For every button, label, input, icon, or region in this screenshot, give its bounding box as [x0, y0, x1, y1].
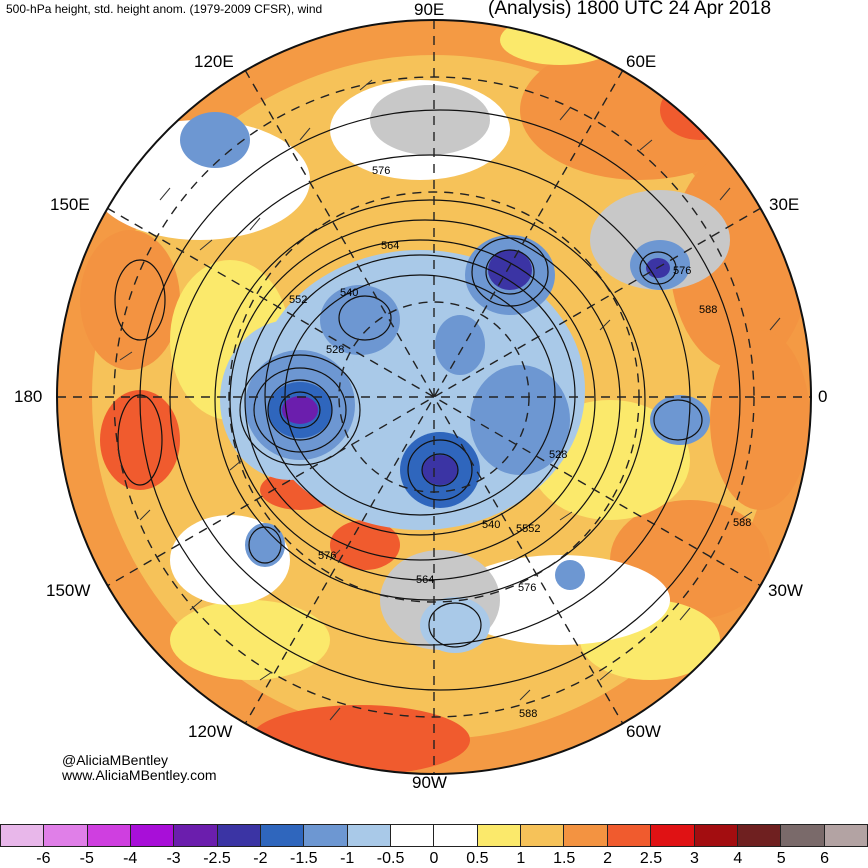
colorbar-tick-label: 6	[820, 850, 830, 867]
lon-label-120w: 120W	[188, 722, 233, 741]
wind-barbs	[119, 79, 781, 721]
colorbar-swatch	[391, 824, 435, 847]
credit-handle: @AliciaMBentley	[62, 752, 169, 768]
cool-anomaly-shading	[180, 112, 710, 653]
colorbar-tick-label: 0.5	[466, 850, 489, 867]
contour-label: 588	[699, 304, 718, 316]
colorbar-tick-label: -2	[253, 850, 268, 867]
contour-label: 540	[340, 287, 359, 299]
colorbar-tick-label: -5	[79, 850, 94, 867]
lon-label-150w: 150W	[46, 581, 91, 600]
colorbar-tick-label: 0	[429, 850, 439, 867]
colorbar-tick-label: 5	[776, 850, 786, 867]
colorbar-swatch	[737, 824, 782, 847]
contour-label: 528	[326, 344, 345, 356]
colorbar-swatch	[217, 824, 262, 847]
colorbar	[0, 824, 868, 849]
contour-label: 588	[519, 708, 538, 720]
graticule	[57, 20, 811, 774]
colorbar-tick-label: -0.5	[376, 850, 405, 867]
colorbar-swatch	[304, 824, 348, 847]
contour-label: 576	[372, 165, 391, 177]
lon-label-180: 180	[14, 387, 43, 406]
contour-label: 576	[518, 582, 537, 594]
colorbar-tick-label: -3	[166, 850, 181, 867]
contour-label: 564	[381, 240, 400, 252]
lon-label-90w: 90W	[412, 773, 447, 792]
colorbar-tick-label: -1	[340, 850, 355, 867]
colorbar-swatch	[694, 824, 738, 847]
colorbar-ticks: -6 -5 -4 -3 -2.5 -2 -1.5 -1 -0.5 0 0.5 1 1.5 2 2.5 3 4 5 6	[0, 850, 868, 867]
height-contours	[114, 109, 741, 691]
colorbar-swatch	[44, 824, 88, 847]
colorbar-swatch	[174, 824, 218, 847]
lon-label-0: 0	[818, 387, 828, 406]
colorbar-swatch	[564, 824, 608, 847]
credit-website: www.AliciaMBentley.com	[62, 767, 217, 783]
colorbar-tick-label: -2.5	[203, 850, 231, 867]
lon-label-120e: 120E	[194, 52, 234, 71]
lon-label-60w: 60W	[626, 722, 661, 741]
contour-label: 552	[289, 294, 308, 306]
colorbar-swatch	[347, 824, 392, 847]
colorbar-swatch	[261, 824, 305, 847]
contour-label: 576	[673, 265, 692, 277]
colorbar-tick-label: 3	[689, 850, 699, 867]
colorbar-swatch	[781, 824, 825, 847]
colorbar-tick-label: 1.5	[553, 850, 576, 867]
contour-label: 564	[416, 574, 435, 586]
colorbar-tick-label: -1.5	[290, 850, 318, 867]
colorbar-swatch	[521, 824, 565, 847]
neutral-anomaly-shading	[90, 80, 730, 650]
lon-label-60e: 60E	[626, 52, 657, 71]
colorbar-swatch	[477, 824, 522, 847]
colorbar-swatch	[607, 824, 652, 847]
colorbar-tick-label: 4	[733, 850, 743, 867]
map-title-left: 500-hPa height, std. height anom. (1979-…	[6, 2, 323, 16]
colorbar-tick-label: -6	[36, 850, 51, 867]
lon-label-30w: 30W	[768, 581, 803, 600]
colorbar-swatch	[131, 824, 175, 847]
contour-label: 588	[733, 517, 752, 529]
contour-label: 576	[318, 550, 337, 562]
contour-label: 540	[482, 519, 501, 531]
map-title-right: (Analysis) 1800 UTC 24 Apr 2018	[488, 0, 772, 19]
colorbar-tick-label: 2	[603, 850, 613, 867]
colorbar-tick-label: 2.5	[639, 850, 663, 867]
colorbar-tick-label: -4	[123, 850, 138, 867]
colorbar-swatch	[434, 824, 478, 847]
map-boundary	[56, 19, 812, 775]
colorbar-swatch	[651, 824, 695, 847]
colorbar-swatch	[824, 824, 868, 847]
lon-label-30e: 30E	[769, 195, 800, 214]
map-fields	[57, 20, 811, 774]
lon-label-150e: 150E	[50, 195, 90, 214]
contour-label: 5552	[516, 523, 541, 535]
colorbar-swatch	[0, 824, 45, 847]
contour-label: 528	[549, 449, 568, 461]
colorbar-tick-label: 1	[516, 850, 526, 867]
colorbar-swatch	[87, 824, 132, 847]
lon-label-90e: 90E	[414, 0, 445, 19]
